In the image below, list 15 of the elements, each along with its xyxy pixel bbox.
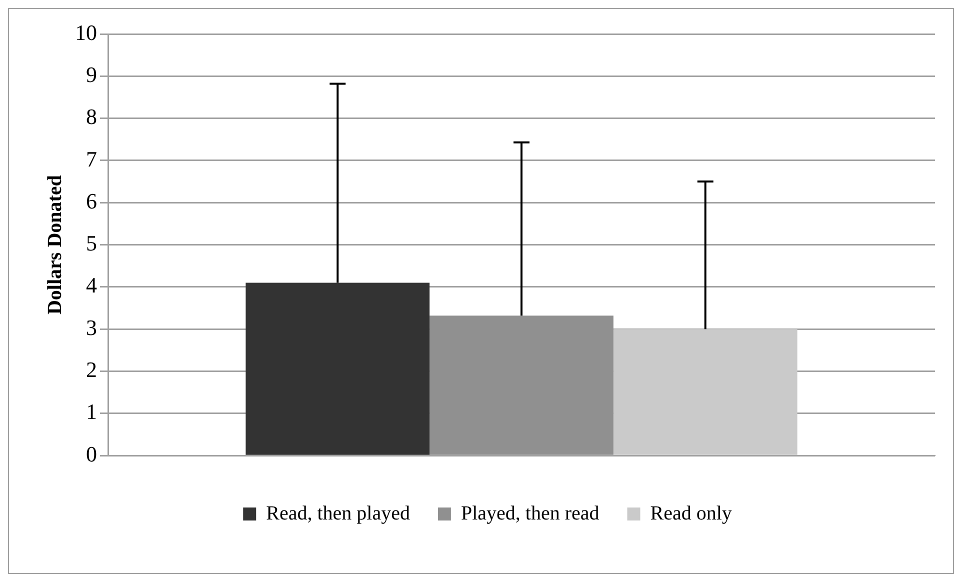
y-tick-label: 10 — [75, 20, 97, 45]
y-tick-label: 3 — [86, 314, 97, 340]
y-tick-label: 0 — [86, 441, 97, 466]
y-tick-label: 8 — [86, 104, 97, 130]
y-tick-label: 6 — [86, 188, 97, 214]
legend-label: Read only — [650, 502, 732, 524]
y-tick-label: 9 — [86, 62, 97, 87]
y-tick-label: 4 — [86, 272, 97, 298]
legend-label: Played, then read — [460, 502, 600, 524]
y-tick-label: 5 — [86, 230, 97, 256]
legend-label: Read, then played — [266, 502, 410, 524]
y-tick-label: 1 — [86, 399, 97, 424]
y-axis-title: Dollars Donated — [44, 175, 66, 315]
y-tick-label: 2 — [86, 357, 97, 382]
y-tick-label: 7 — [86, 146, 97, 172]
